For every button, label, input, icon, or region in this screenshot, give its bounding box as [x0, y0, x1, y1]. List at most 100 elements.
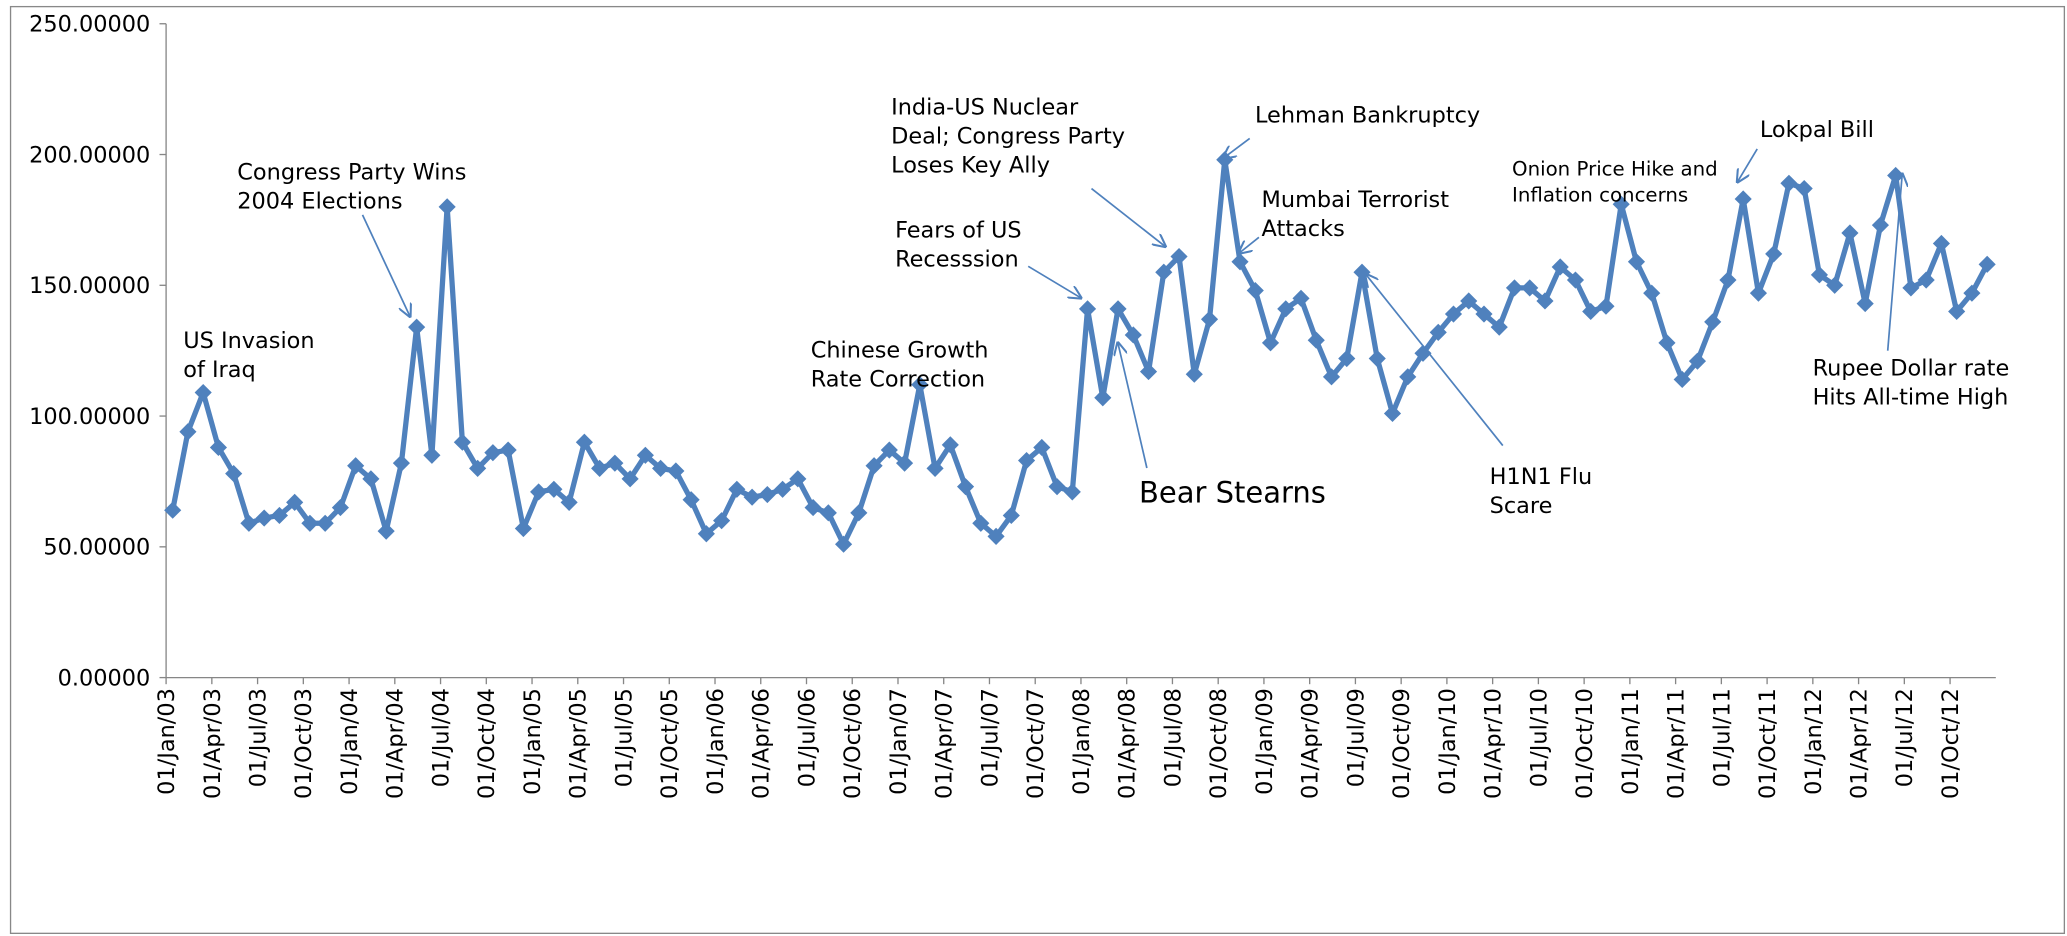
data-point — [194, 383, 212, 402]
annotation: Deal; Congress Party — [891, 124, 1125, 150]
data-point — [758, 485, 776, 504]
data-line — [170, 157, 1990, 547]
x-tick-label: 01/Apr/12 — [1846, 688, 1872, 799]
data-point — [392, 454, 410, 472]
x-tick-label: 01/Jul/07 — [977, 688, 1003, 787]
data-point — [1765, 245, 1783, 263]
data-point — [1734, 190, 1752, 208]
data-point — [1780, 174, 1798, 192]
annotation: Recesssion — [895, 246, 1019, 272]
data-point — [1124, 326, 1142, 344]
data-point — [1856, 295, 1874, 313]
annotation: Mumbai Terrorist — [1262, 187, 1450, 213]
annotation: India-US Nuclear — [891, 95, 1079, 121]
y-tick-label: 150.00000 — [29, 273, 150, 299]
annotation-arrow — [1737, 148, 1758, 182]
data-point — [1322, 368, 1341, 386]
data-point — [1582, 302, 1600, 321]
annotation-arrow — [1886, 174, 1903, 351]
data-point — [1292, 289, 1310, 307]
data-point — [1643, 284, 1661, 302]
data-point — [819, 504, 837, 522]
annotation: Attacks — [1262, 216, 1345, 242]
data-point — [1612, 195, 1630, 213]
annotation: Congress Party Wins — [237, 159, 466, 185]
x-tick-label: 01/Apr/07 — [932, 688, 958, 799]
data-point — [331, 499, 349, 517]
data-point — [408, 318, 426, 336]
data-point — [987, 527, 1005, 545]
x-tick-label: 01/Jul/03 — [245, 688, 271, 787]
data-point — [926, 459, 944, 477]
data-point — [469, 459, 487, 477]
x-tick-label: 01/Apr/05 — [566, 688, 592, 799]
annotation: H1N1 Flu — [1490, 464, 1593, 490]
data-point — [240, 514, 258, 532]
x-tick-label: 01/Oct/03 — [291, 688, 317, 799]
x-tick-label: 01/Apr/09 — [1298, 688, 1324, 799]
data-point — [347, 457, 365, 475]
x-tick-label: 01/Jan/11 — [1618, 688, 1644, 795]
data-point — [1429, 323, 1447, 341]
annotation-arrow — [1118, 343, 1148, 469]
data-point — [438, 198, 456, 216]
data-point — [1261, 334, 1280, 352]
data-point — [164, 501, 182, 519]
data-point — [682, 491, 700, 509]
data-point — [697, 525, 715, 543]
x-tick-label: 01/Jul/08 — [1160, 688, 1186, 787]
data-point — [1048, 478, 1066, 496]
annotation: Scare — [1490, 493, 1553, 519]
data-point — [850, 504, 868, 522]
x-tick-label: 01/Jul/05 — [611, 688, 637, 787]
annotation-arrow — [1027, 265, 1081, 298]
data-point — [1139, 363, 1158, 381]
x-tick-label: 01/Oct/09 — [1389, 688, 1415, 799]
annotation-arrow — [1366, 274, 1504, 447]
data-point — [362, 470, 380, 488]
x-tick-label: 01/Jul/09 — [1343, 688, 1369, 787]
x-tick-label: 01/Jan/06 — [703, 688, 729, 795]
x-tick-label: 01/Jan/04 — [337, 688, 363, 795]
data-point — [1246, 281, 1264, 300]
data-point — [560, 493, 578, 511]
data-point — [1094, 389, 1112, 407]
x-tick-label: 01/Jul/12 — [1892, 688, 1918, 787]
annotation: US Invasion — [183, 328, 314, 354]
x-tick-label: 01/Jan/12 — [1801, 688, 1827, 795]
x-tick-label: 01/Oct/08 — [1206, 688, 1232, 799]
data-point — [545, 480, 563, 498]
annotation: 2004 Elections — [237, 188, 402, 214]
data-point — [880, 441, 898, 459]
data-point — [1932, 234, 1950, 253]
x-tick-label: 01/Apr/10 — [1481, 688, 1507, 799]
x-tick-label: 01/Oct/06 — [840, 688, 866, 799]
data-point — [804, 499, 822, 517]
y-tick-label: 200.00000 — [29, 142, 150, 168]
data-point — [286, 493, 304, 511]
data-point — [1414, 344, 1432, 362]
x-tick-label: 01/Oct/10 — [1572, 688, 1598, 799]
data-point — [1795, 179, 1813, 198]
data-point — [270, 506, 288, 525]
x-tick-label: 01/Apr/04 — [383, 688, 409, 799]
annotation: of Iraq — [183, 357, 255, 383]
data-point — [1505, 279, 1524, 297]
data-point — [1002, 506, 1020, 525]
x-tick-label: 01/Jul/10 — [1526, 688, 1552, 787]
data-point — [896, 454, 914, 472]
x-tick-label: 01/Oct/11 — [1755, 688, 1781, 799]
x-tick-label: 01/Jul/04 — [428, 688, 454, 787]
x-tick-label: 01/Jan/08 — [1069, 688, 1095, 795]
x-tick-label: 01/Jan/05 — [520, 688, 546, 795]
data-point — [713, 512, 731, 530]
data-point — [1399, 368, 1417, 386]
data-point — [1170, 247, 1188, 266]
data-point — [530, 483, 548, 501]
data-point — [1719, 271, 1737, 289]
data-point — [453, 433, 471, 451]
annotation: Rupee Dollar rate — [1813, 356, 2010, 382]
data-point — [728, 480, 746, 498]
x-tick-label: 01/Jan/07 — [886, 688, 912, 795]
